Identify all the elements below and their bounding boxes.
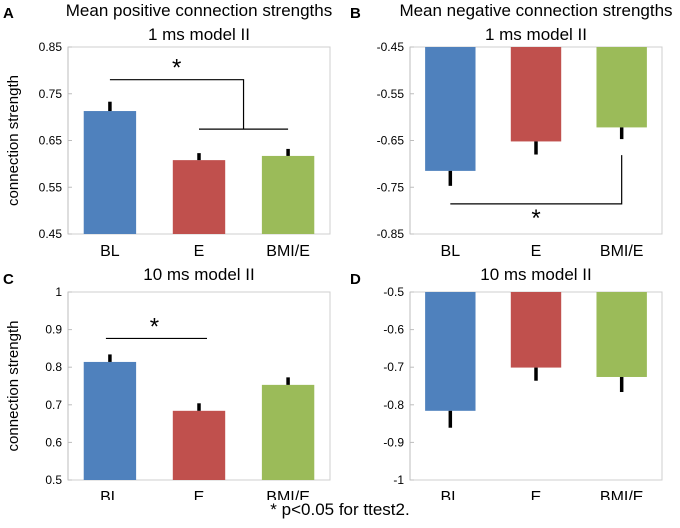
y-tick-label: 0.5: [45, 473, 62, 487]
y-tick-label: -1: [393, 473, 404, 487]
y-tick-label: 1: [55, 285, 62, 299]
y-tick-label: -0.7: [383, 360, 404, 374]
y-tick-label: -0.85: [377, 227, 405, 241]
footnote: * p<0.05 for ttest2.: [270, 500, 410, 519]
chart-title: Mean negative connection strengths: [399, 1, 672, 20]
y-tick-label: 0.55: [39, 180, 63, 194]
panel-letter: D: [350, 271, 361, 288]
x-tick-label: E: [531, 489, 542, 500]
x-tick-label: E: [194, 489, 205, 500]
bar-e: [510, 47, 562, 142]
bar-bl: [425, 292, 476, 411]
y-tick-label: -0.9: [383, 435, 404, 449]
y-tick-label: -0.6: [383, 323, 404, 337]
y-tick-label: 0.85: [39, 40, 63, 54]
x-tick-label: BMI/E: [600, 489, 644, 500]
chart-title: 10 ms model II: [143, 265, 255, 284]
bar-e: [510, 292, 562, 368]
x-tick-label: BMI/E: [266, 489, 310, 500]
bar-bl: [425, 47, 476, 171]
y-tick-label: 0.75: [39, 87, 63, 101]
bar-bmi-e: [596, 292, 647, 377]
bar-bmi-e: [596, 47, 647, 128]
x-tick-label: BL: [441, 243, 461, 260]
significance-star: *: [150, 313, 159, 340]
y-tick-label: -0.75: [377, 180, 405, 194]
bar-bmi-e: [261, 155, 315, 234]
x-tick-label: BL: [441, 489, 461, 500]
bar-bl: [83, 111, 137, 234]
chart-subtitle: 1 ms model II: [485, 25, 587, 44]
panel-b: B Mean negative connection strengths 1 ms …: [350, 1, 673, 260]
significance-star: *: [531, 205, 540, 232]
bar-bmi-e: [261, 384, 315, 480]
panel-letter: A: [3, 5, 14, 22]
significance-star: *: [172, 55, 181, 82]
y-tick-label: 0.8: [45, 360, 62, 374]
panel-d: D 10 ms model II -0.5 -0.6 -0.7 -0.8 -0.9 -1 BL E…: [350, 265, 663, 500]
y-tick-label: -0.8: [383, 398, 404, 412]
chart-title: 10 ms model II: [480, 265, 592, 284]
y-axis-label: connection strength: [5, 321, 22, 452]
x-tick-label: BMI/E: [600, 243, 644, 260]
y-tick-label: 0.7: [45, 398, 62, 412]
x-tick-label: BL: [100, 489, 120, 500]
bar-e: [172, 410, 226, 480]
y-tick-label: 0.65: [39, 134, 63, 148]
y-tick-label: 0.9: [45, 323, 62, 337]
x-tick-label: BL: [100, 243, 120, 260]
y-tick-label: -0.5: [383, 285, 404, 299]
x-tick-label: BMI/E: [266, 243, 310, 260]
y-tick-label: 0.6: [45, 435, 62, 449]
chart-subtitle: 1 ms model II: [148, 25, 250, 44]
panel-a: A Mean positive connection strengths 1 ms …: [3, 1, 332, 260]
chart-title: Mean positive connection strengths: [66, 1, 333, 20]
y-tick-label: -0.55: [377, 87, 405, 101]
x-tick-label: E: [531, 243, 542, 260]
bar-bl: [83, 361, 137, 480]
y-axis-label: connection strength: [5, 75, 22, 206]
panel-letter: B: [350, 5, 361, 22]
panel-c: C 10 ms model II 1 0.9 0.8 0.7 0.6 0.5 connectio…: [3, 265, 331, 500]
bar-e: [172, 160, 226, 234]
y-tick-label: 0.45: [39, 227, 63, 241]
y-tick-label: -0.45: [377, 40, 405, 54]
significance-bracket: [109, 79, 245, 130]
figure: A Mean positive connection strengths 1 ms …: [3, 1, 673, 500]
x-tick-label: E: [194, 243, 205, 260]
y-tick-label: -0.65: [377, 134, 405, 148]
panel-letter: C: [3, 271, 14, 288]
significance-bracket: [450, 155, 623, 205]
